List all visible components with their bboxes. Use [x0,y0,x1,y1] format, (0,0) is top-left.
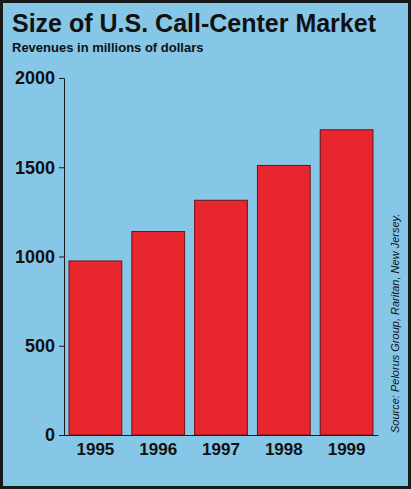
y-tick-label: 1000 [15,247,55,267]
x-tick: 1997 [202,440,240,459]
x-axis: 1995 1996 1997 1998 1999 [65,436,379,460]
title: Size of U.S. Call-Center Market [12,9,377,37]
bar [195,200,248,435]
y-tick: 500 [25,336,64,356]
x-tick-label: 1995 [76,440,114,459]
subtitle: Revenues in millions of dollars [12,40,203,55]
y-tick-label: 2000 [15,68,55,88]
y-tick: 2000 [15,68,64,88]
y-tick-mark [59,257,64,258]
y-tick-label: 1500 [15,158,55,178]
x-tick-label: 1996 [139,440,177,459]
chart: Size of U.S. Call-Center Market Revenues … [0,0,411,489]
y-tick: 0 [45,425,64,445]
x-axis-line [65,435,379,436]
y-tick-mark [59,435,64,436]
plot: 0 500 1000 1500 2000 1995 1996 1997 1998 1999 [15,68,379,459]
x-tick-label: 1998 [265,440,303,459]
y-tick-mark [59,78,64,79]
y-axis-line [59,79,65,436]
source-note: Source: Pelorus Group, Raritan, New Jers… [389,214,401,433]
y-tick-mark [59,167,64,168]
x-tick: 1999 [328,440,366,459]
bar [320,130,373,435]
background [2,2,410,488]
y-tick: 1500 [15,158,64,178]
y-tick-mark [59,346,64,347]
x-tick-label: 1999 [328,440,366,459]
x-tick-label: 1997 [202,440,240,459]
x-tick: 1996 [139,440,177,459]
y-tick-label: 500 [25,336,55,356]
y-tick: 1000 [15,247,64,267]
bar [69,261,122,435]
y-tick-label: 0 [45,425,55,445]
x-tick: 1995 [76,440,114,459]
x-tick: 1998 [265,440,303,459]
bars [69,130,373,435]
bar [257,165,310,435]
y-axis: 0 500 1000 1500 2000 [15,68,65,445]
bar [132,232,185,435]
